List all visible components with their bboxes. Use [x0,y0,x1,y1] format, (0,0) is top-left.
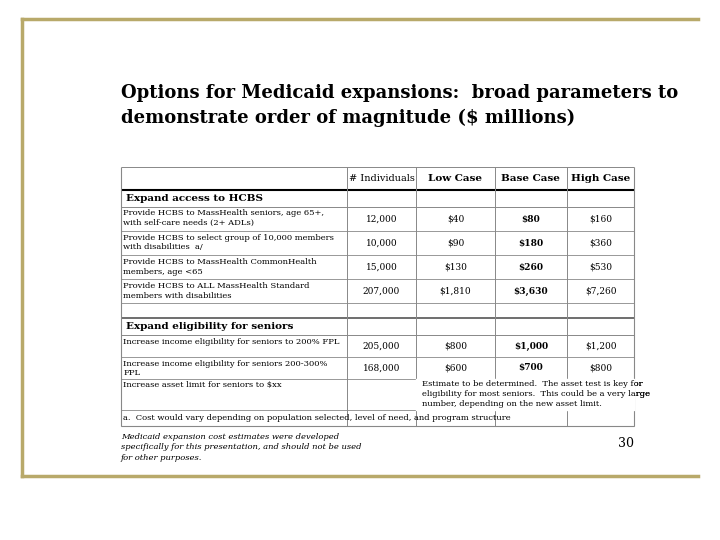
Text: 15,000: 15,000 [366,263,397,272]
Text: Low Case: Low Case [428,173,482,183]
Text: $3,630: $3,630 [513,287,548,296]
Text: 10,000: 10,000 [366,239,397,248]
Text: Increase income eligibility for seniors to 200% FPL: Increase income eligibility for seniors … [124,338,340,346]
Text: Base Case: Base Case [501,173,560,183]
Text: 205,000: 205,000 [363,342,400,351]
Text: Increase asset limit for seniors to $xx: Increase asset limit for seniors to $xx [124,381,282,389]
Text: Provide HCBS to MassHealth seniors, age 65+,
with self-care needs (2+ ADLs): Provide HCBS to MassHealth seniors, age … [124,210,325,227]
Text: Increase income eligibility for seniors 200-300%
FPL: Increase income eligibility for seniors … [124,360,328,377]
Text: $1,200: $1,200 [585,342,616,351]
Text: $260: $260 [518,263,544,272]
Text: $130: $130 [444,263,467,272]
Text: $800: $800 [444,342,467,351]
Text: 168,000: 168,000 [363,363,400,373]
Text: Options for Medicaid expansions:  broad parameters to: Options for Medicaid expansions: broad p… [121,84,678,102]
Text: $160: $160 [589,214,612,224]
Text: Expand access to HCBS: Expand access to HCBS [126,194,264,203]
Text: High Case: High Case [571,173,630,183]
Text: Estimate to be determined.  The asset test is key for
eligibility for most senio: Estimate to be determined. The asset tes… [422,380,650,408]
Text: $800: $800 [589,363,612,373]
Text: Estimate to be determined.  The asset test is key for
eligibility for most senio: Estimate to be determined. The asset tes… [422,380,650,408]
Text: Provide HCBS to select group of 10,000 members
with disabilities  a/: Provide HCBS to select group of 10,000 m… [124,234,334,252]
Text: $700: $700 [518,363,543,373]
Text: $90: $90 [447,239,464,248]
Text: $600: $600 [444,363,467,373]
Text: 30: 30 [618,437,634,450]
Text: $180: $180 [518,239,544,248]
Text: # Individuals: # Individuals [348,173,415,183]
Text: $1,000: $1,000 [514,342,548,351]
Text: $530: $530 [589,263,612,272]
Text: 207,000: 207,000 [363,287,400,296]
Text: $7,260: $7,260 [585,287,616,296]
Text: Medicaid expansion cost estimates were developed
specifically for this presentat: Medicaid expansion cost estimates were d… [121,433,361,462]
Text: 12,000: 12,000 [366,214,397,224]
Text: $40: $40 [447,214,464,224]
Text: Provide HCBS to MassHealth CommonHealth
members, age <65: Provide HCBS to MassHealth CommonHealth … [124,258,317,275]
Text: Provide HCBS to ALL MassHealth Standard
members with disabilities: Provide HCBS to ALL MassHealth Standard … [124,282,310,300]
Text: a.  Cost would vary depending on population selected, level of need, and program: a. Cost would vary depending on populati… [124,414,511,422]
Text: $80: $80 [521,214,540,224]
Text: $1,810: $1,810 [440,287,472,296]
Text: Expand eligibility for seniors: Expand eligibility for seniors [126,322,294,331]
Text: demonstrate order of magnitude ($ millions): demonstrate order of magnitude ($ millio… [121,109,575,127]
Text: $360: $360 [589,239,612,248]
